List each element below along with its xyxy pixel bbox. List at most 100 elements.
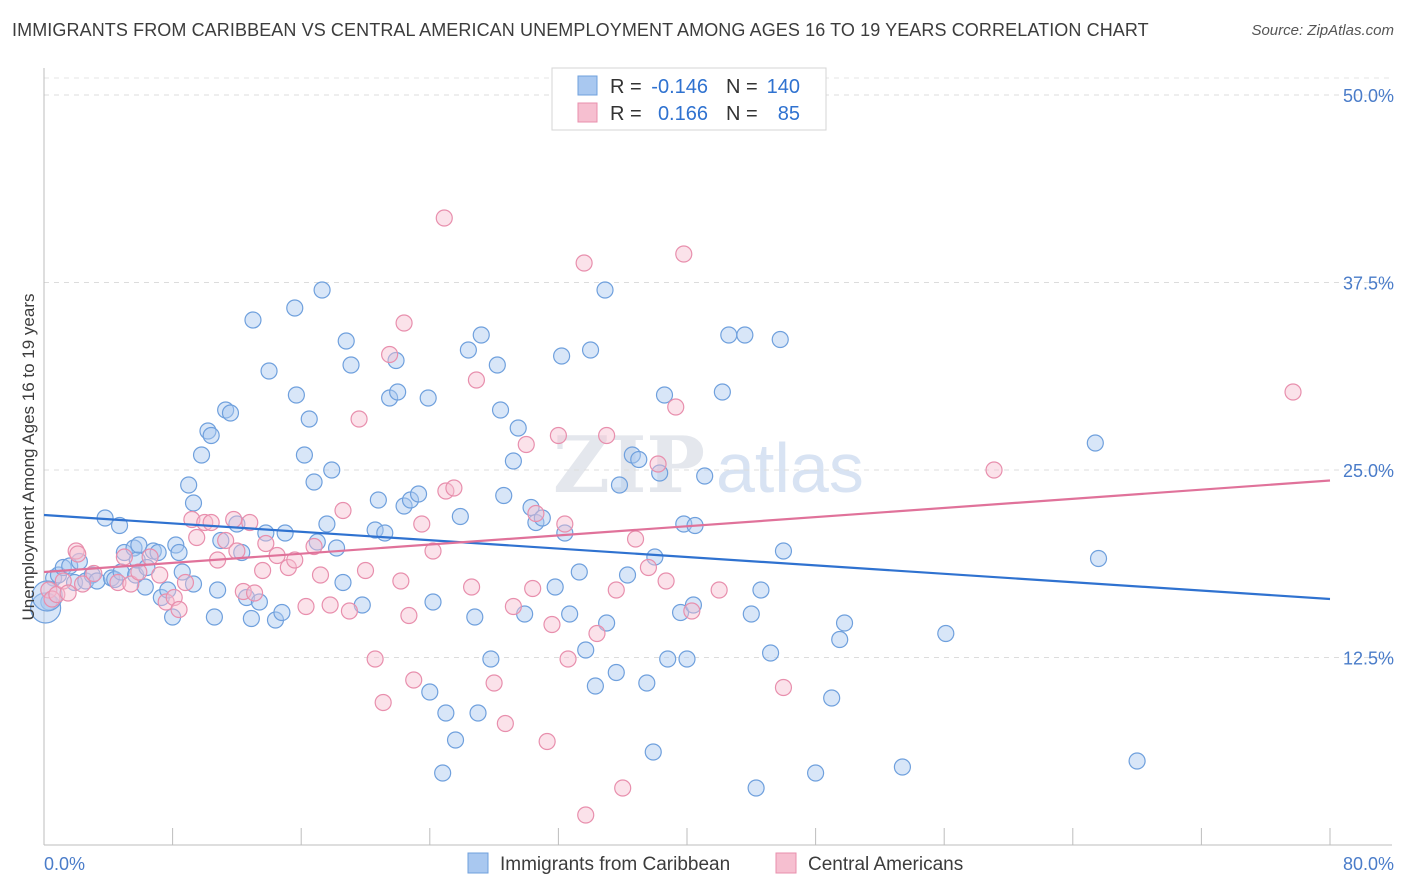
data-point-central-american (485, 674, 503, 692)
data-point-caribbean (581, 341, 600, 359)
source-label: Source: ZipAtlas.com (1251, 22, 1394, 39)
data-point-caribbean (823, 689, 841, 707)
data-point-caribbean (472, 326, 490, 344)
data-point-caribbean (184, 494, 203, 512)
data-point-central-american (985, 461, 1003, 479)
data-point-caribbean (684, 596, 703, 614)
data-point-central-american (366, 650, 384, 668)
data-point-central-american (424, 542, 442, 560)
data-point-caribbean (149, 543, 167, 562)
data-point-central-american (176, 573, 195, 592)
data-point-central-american (496, 714, 514, 733)
x-tick-label: 0.0% (44, 854, 85, 874)
data-point-central-american (445, 479, 463, 497)
y-tick-label: 50.0% (1343, 86, 1394, 106)
data-point-caribbean (136, 578, 154, 596)
data-point-caribbean (260, 362, 278, 380)
data-point-caribbean (369, 491, 387, 509)
data-point-caribbean (276, 524, 294, 542)
x-tick-label: 80.0% (1343, 854, 1394, 874)
data-point-central-american (141, 548, 159, 566)
data-point-caribbean (495, 486, 513, 505)
data-point-caribbean (419, 389, 437, 407)
data-point-central-american (588, 624, 606, 643)
data-point-central-american (122, 575, 140, 593)
data-point-caribbean (561, 605, 579, 623)
data-point-caribbean (192, 446, 211, 464)
data-point-central-american (607, 581, 625, 599)
data-point-caribbean (115, 543, 133, 562)
data-point-central-american (381, 345, 399, 364)
tick-labels: 12.5% 25.0% 37.5% 50.0% 0.0% 80.0% (44, 86, 1394, 874)
legend-bottom-label-central-americans: Central Americans (808, 854, 963, 875)
data-point-central-american (321, 596, 339, 614)
y-axis-label: Unemployment Among Ages 16 to 19 years (19, 294, 38, 621)
data-point-central-american (639, 558, 658, 577)
data-point-central-american (225, 510, 243, 529)
data-point-caribbean (434, 764, 452, 782)
data-point-caribbean (736, 326, 754, 344)
data-point-central-american (228, 542, 246, 560)
data-point-central-american (202, 513, 220, 532)
data-point-central-american (334, 501, 352, 520)
data-point-caribbean (678, 650, 696, 668)
trend-line-central-americans (43, 479, 1331, 574)
data-point-caribbean (389, 383, 407, 401)
legend-n-label: N = (726, 103, 758, 125)
data-point-central-american (675, 245, 693, 263)
data-point-central-american (527, 504, 545, 523)
data-point-caribbean (30, 592, 62, 624)
data-point-caribbean (273, 603, 291, 622)
data-point-caribbean (110, 516, 129, 535)
data-point-central-american (73, 575, 92, 593)
data-point-central-american (575, 254, 593, 272)
data-point-central-american (297, 597, 315, 616)
data-point-caribbean (553, 347, 571, 365)
data-point-central-american (462, 578, 481, 596)
data-point-central-american (556, 515, 574, 533)
data-point-central-american (710, 581, 728, 599)
y-tick-label: 12.5% (1343, 649, 1394, 669)
data-point-central-american (413, 515, 431, 533)
data-point-caribbean (546, 578, 564, 596)
data-point-caribbean (720, 326, 738, 344)
data-point-caribbean (295, 446, 314, 464)
data-point-caribbean (742, 605, 760, 623)
data-point-caribbean (424, 593, 442, 611)
data-point-central-american (667, 398, 685, 416)
data-point-caribbean (937, 624, 955, 643)
data-point-caribbean (202, 426, 220, 445)
data-point-caribbean (221, 404, 240, 422)
data-point-caribbean (618, 566, 637, 584)
data-point-central-american (405, 671, 423, 689)
data-point-caribbean (556, 524, 574, 542)
data-point-caribbean (482, 650, 500, 668)
y-tick-label: 37.5% (1343, 274, 1394, 294)
data-point-central-american (151, 566, 169, 584)
data-point-caribbean (774, 542, 793, 560)
data-point-central-american (649, 455, 667, 473)
y-tick-label: 25.0% (1343, 461, 1394, 481)
data-point-central-american (549, 426, 568, 445)
data-point-caribbean (835, 614, 854, 632)
legend-bottom-label-caribbean: Immigrants from Caribbean (500, 854, 730, 875)
data-point-caribbean (366, 521, 384, 539)
data-point-caribbean (459, 341, 477, 359)
data-point-caribbean (209, 581, 227, 599)
data-point-caribbean (659, 650, 677, 668)
data-point-caribbean (287, 386, 305, 404)
data-point-central-american (577, 806, 595, 824)
data-point-caribbean (337, 332, 355, 350)
data-point-caribbean (409, 485, 428, 503)
data-point-caribbean (300, 410, 318, 428)
data-point-caribbean (1086, 434, 1104, 452)
data-point-caribbean (646, 548, 664, 566)
axes (43, 68, 1392, 846)
data-point-caribbean (696, 467, 714, 485)
data-point-central-american (626, 530, 645, 548)
data-point-caribbean (610, 476, 629, 494)
data-point-caribbean (570, 563, 588, 581)
data-point-caribbean (170, 543, 188, 562)
data-point-caribbean (250, 593, 269, 611)
